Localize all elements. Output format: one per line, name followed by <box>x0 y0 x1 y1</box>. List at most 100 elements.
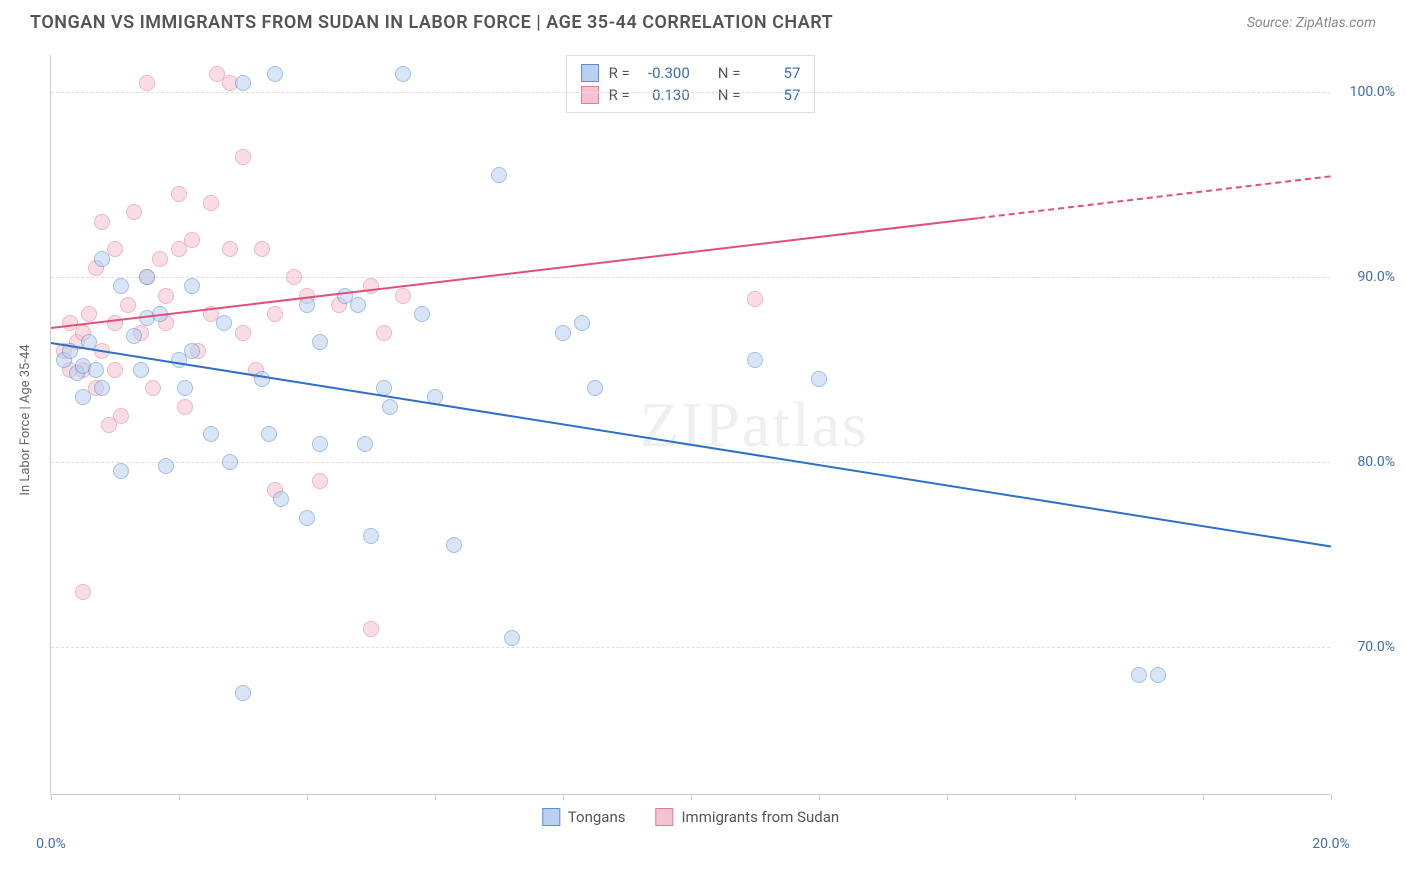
data-point <box>350 297 366 313</box>
y-tick-label: 100.0% <box>1340 84 1395 100</box>
data-point <box>126 328 142 344</box>
data-point <box>267 306 283 322</box>
data-point <box>81 306 97 322</box>
data-point <box>1131 667 1147 683</box>
data-point <box>357 436 373 452</box>
data-point <box>574 315 590 331</box>
y-tick-label: 70.0% <box>1340 639 1395 655</box>
scatter-chart: ZIPatlas R = -0.300 N = 57 R = 0.130 N =… <box>50 55 1330 795</box>
data-point <box>312 334 328 350</box>
data-point <box>139 269 155 285</box>
data-point <box>363 621 379 637</box>
data-point <box>75 584 91 600</box>
x-tick-label: 0.0% <box>36 836 66 852</box>
data-point <box>811 371 827 387</box>
gridline <box>51 647 1330 648</box>
data-point <box>491 167 507 183</box>
data-point <box>1150 667 1166 683</box>
correlation-legend: R = -0.300 N = 57 R = 0.130 N = 57 <box>566 55 816 113</box>
data-point <box>94 214 110 230</box>
x-tick <box>691 794 692 800</box>
data-point <box>94 380 110 396</box>
swatch-sudan <box>581 86 599 104</box>
data-point <box>184 232 200 248</box>
x-tick <box>563 794 564 800</box>
data-point <box>254 241 270 257</box>
data-point <box>107 362 123 378</box>
x-tick <box>1331 794 1332 800</box>
trend-line <box>979 175 1331 219</box>
data-point <box>113 463 129 479</box>
data-point <box>126 204 142 220</box>
n-label: N = <box>718 86 741 104</box>
data-point <box>395 288 411 304</box>
data-point <box>504 630 520 646</box>
data-point <box>184 343 200 359</box>
x-tick-label: 20.0% <box>1312 836 1350 852</box>
data-point <box>299 510 315 526</box>
data-point <box>273 491 289 507</box>
x-tick <box>1203 794 1204 800</box>
data-point <box>395 66 411 82</box>
source-attribution: Source: ZipAtlas.com <box>1247 15 1376 31</box>
data-point <box>222 454 238 470</box>
gridline <box>51 92 1330 93</box>
n-label: N = <box>718 64 741 82</box>
legend-item-tongans: Tongans <box>542 808 626 826</box>
data-point <box>382 399 398 415</box>
r-value-b: 0.130 <box>640 86 690 104</box>
x-tick <box>819 794 820 800</box>
data-point <box>75 389 91 405</box>
data-point <box>376 325 392 341</box>
data-point <box>177 380 193 396</box>
data-point <box>363 528 379 544</box>
data-point <box>158 458 174 474</box>
data-point <box>139 75 155 91</box>
x-tick <box>179 794 180 800</box>
data-point <box>363 278 379 294</box>
data-point <box>152 251 168 267</box>
data-point <box>158 288 174 304</box>
data-point <box>235 149 251 165</box>
data-point <box>133 362 149 378</box>
data-point <box>446 537 462 553</box>
chart-title: TONGAN VS IMMIGRANTS FROM SUDAN IN LABOR… <box>30 12 833 33</box>
data-point <box>267 66 283 82</box>
y-tick-label: 80.0% <box>1340 454 1395 470</box>
data-point <box>235 75 251 91</box>
data-point <box>261 426 277 442</box>
r-label: R = <box>609 64 630 82</box>
n-value-a: 57 <box>750 64 800 82</box>
data-point <box>286 269 302 285</box>
x-tick <box>435 794 436 800</box>
legend-label-b: Immigrants from Sudan <box>681 808 839 826</box>
data-point <box>312 436 328 452</box>
data-point <box>235 685 251 701</box>
data-point <box>555 325 571 341</box>
data-point <box>113 408 129 424</box>
data-point <box>145 380 161 396</box>
gridline <box>51 462 1330 463</box>
data-point <box>414 306 430 322</box>
data-point <box>312 473 328 489</box>
data-point <box>203 426 219 442</box>
data-point <box>203 195 219 211</box>
series-legend: Tongans Immigrants from Sudan <box>542 808 839 826</box>
data-point <box>120 297 136 313</box>
legend-item-sudan: Immigrants from Sudan <box>655 808 839 826</box>
legend-row-b: R = 0.130 N = 57 <box>581 84 801 106</box>
data-point <box>747 352 763 368</box>
watermark: ZIPatlas <box>640 388 869 462</box>
data-point <box>171 186 187 202</box>
data-point <box>177 399 193 415</box>
r-label: R = <box>609 86 630 104</box>
data-point <box>587 380 603 396</box>
y-tick-label: 90.0% <box>1340 269 1395 285</box>
gridline <box>51 277 1330 278</box>
data-point <box>216 315 232 331</box>
data-point <box>747 291 763 307</box>
swatch-tongans <box>542 808 560 826</box>
data-point <box>184 278 200 294</box>
data-point <box>94 251 110 267</box>
data-point <box>235 325 251 341</box>
